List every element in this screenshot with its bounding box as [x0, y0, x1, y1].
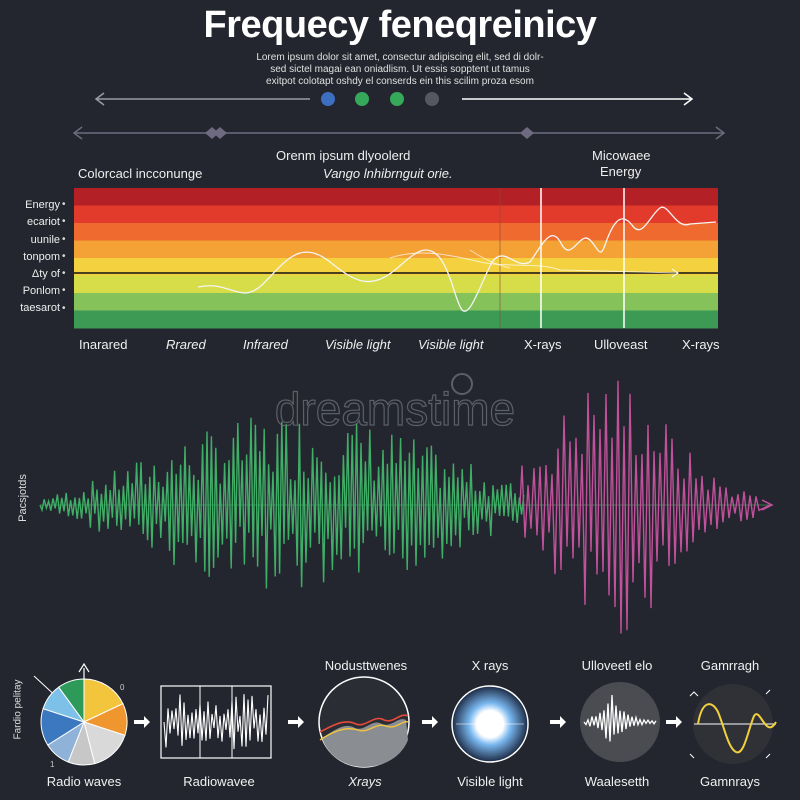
stage-6-bottom-label: Gamnrays	[700, 774, 760, 789]
stage-4-bottom-label: Visible light	[457, 774, 523, 789]
oscillation-icon	[580, 682, 660, 762]
scale-arrow	[72, 126, 726, 140]
pie-slice-1	[83, 678, 124, 723]
band-label-2: ecariot	[26, 216, 60, 228]
subtitle-line-1: Lorem ipsum dolor sit amet, consectur ad…	[256, 52, 544, 63]
subtitle-line-3: exitpot colotapt oshdy el conserds ein t…	[266, 76, 534, 87]
stage-6-top-label: Gamrragh	[700, 658, 760, 673]
band-label-6: Ponlom	[22, 285, 60, 297]
gamma-wave-icon	[689, 684, 777, 764]
spectrum-right-heading-1: Micowaee	[592, 148, 651, 163]
spectrum-bands	[74, 188, 718, 329]
stages-side-label: Fardio pelitay	[12, 679, 24, 740]
pie-slice-8	[58, 678, 85, 724]
stage-5-bottom-label: Waalesetth	[584, 774, 650, 789]
stage-3-top-label: Nodusttwenes	[324, 658, 408, 673]
spectrum-x-label-1: Inarared	[79, 337, 128, 352]
spectrum-x-label-5: Visible light	[418, 337, 484, 352]
spectrum-center-heading-2: Vango lnhibrnguit orie.	[323, 166, 453, 181]
spectrum-x-label-7: Ulloveast	[594, 337, 648, 352]
progress-dot-2	[355, 92, 369, 106]
spectrum-x-label-8: X-rays	[682, 337, 720, 352]
band-label-4: tonpom	[23, 251, 60, 263]
waveform-green	[39, 417, 525, 589]
stage-3-bottom-label: Xrays	[348, 774, 382, 789]
progress-indicator	[94, 92, 694, 106]
progress-dot-3	[390, 92, 404, 106]
wave-side-label: Pacsjotds	[17, 474, 29, 522]
progress-dot-1	[321, 92, 335, 106]
progress-dot-4	[425, 92, 439, 106]
light-orb-icon	[451, 685, 529, 763]
spectrum-center-heading-1: Orenm ipsum dlyoolerd	[276, 148, 411, 163]
spectrum-x-label-3: Infrared	[243, 337, 288, 352]
waveform-pink	[519, 380, 771, 634]
spectrum-band-2	[74, 205, 718, 224]
spectrum-x-label-6: X-rays	[524, 337, 562, 352]
spectrum-x-label-2: Rrared	[166, 337, 206, 352]
spectrum-band-3	[74, 223, 718, 241]
page-title: Frequecy feneqreinicy	[203, 4, 597, 46]
spectrum-band-4	[74, 240, 718, 259]
stage-2-bottom-label: Radiowavee	[183, 774, 255, 789]
band-label-7: taesarot	[20, 302, 60, 314]
spectrum-band-6	[74, 275, 718, 294]
subtitle-line-2: sed sictel magai ean oniadlism. Ut essis…	[270, 64, 530, 75]
spectrum-x-label-4: Visible light	[325, 337, 391, 352]
spectrum-right-heading-2: Energy	[600, 164, 642, 179]
svg-text:1: 1	[50, 760, 55, 769]
spectrum-left-heading: Colorcacl incconunge	[78, 166, 203, 181]
spectrum-band-8	[74, 310, 718, 329]
band-label-bullets: • • • • • • •	[62, 199, 66, 314]
stage-4-top-label: X rays	[471, 658, 509, 673]
spectrum-band-5	[74, 258, 718, 276]
watermark: dreamstime	[275, 383, 515, 435]
stage-1-bottom-label: Radio waves	[46, 774, 122, 789]
spectrum-overlay	[74, 188, 718, 328]
band-label-3: uunile	[30, 234, 60, 246]
pie-chart-icon: 0 1	[33, 662, 128, 769]
spectrum-band-1	[74, 188, 718, 206]
stage-arrows	[134, 716, 682, 728]
svg-text:0: 0	[120, 683, 125, 692]
band-label-1: Energy	[25, 199, 60, 211]
spectrum-band-7	[74, 293, 718, 311]
band-label-5: Δty of	[31, 268, 60, 280]
radiowave-graph-icon	[160, 685, 272, 759]
terrain-wave-icon	[318, 676, 410, 768]
stage-5-top-label: Ulloveetl elo	[581, 658, 653, 673]
